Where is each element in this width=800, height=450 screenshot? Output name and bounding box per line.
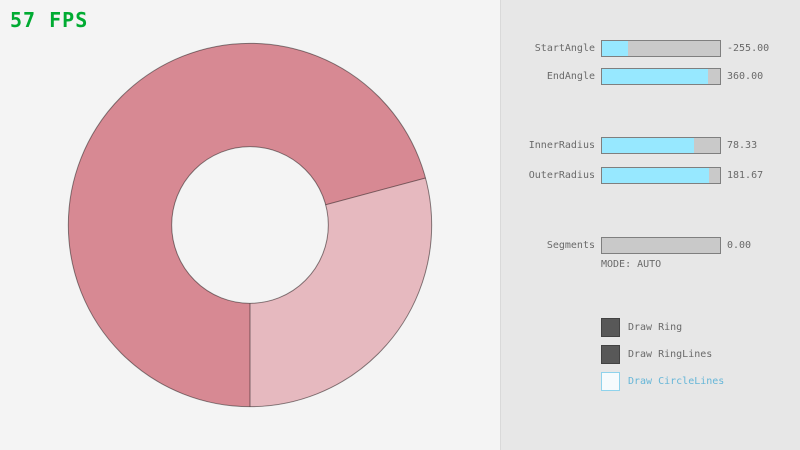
outer-radius-slider-fill	[602, 168, 710, 183]
checkbox-row-draw-ring: Draw Ring	[601, 318, 682, 337]
fps-counter: 57 FPS	[10, 8, 89, 32]
ring-outlines	[67, 42, 433, 408]
slider-row-segments: Segments 0.00	[501, 237, 800, 254]
mode-label: MODE: AUTO	[601, 259, 662, 270]
outer-radius-label: OuterRadius	[528, 170, 595, 181]
slider-row-inner-radius: InnerRadius 78.33	[501, 137, 800, 154]
ring-inner-circle-line	[171, 146, 329, 304]
end-angle-value: 360.00	[727, 71, 764, 82]
segments-label: Segments	[546, 240, 595, 251]
ring-canvas	[67, 42, 433, 408]
segments-slider[interactable]	[601, 237, 721, 254]
draw-ring-checkbox[interactable]	[601, 318, 620, 337]
inner-radius-slider-fill	[602, 138, 695, 153]
draw-ringlines-checkbox-label: Draw RingLines	[628, 349, 713, 360]
outer-radius-slider[interactable]	[601, 167, 721, 184]
segments-value: 0.00	[727, 240, 752, 251]
draw-circlelines-checkbox-label: Draw CircleLines	[628, 376, 725, 387]
draw-circlelines-checkbox[interactable]	[601, 372, 620, 391]
ring-start-angle-line	[325, 177, 426, 206]
start-angle-value: -255.00	[727, 43, 770, 54]
controls-panel: StartAngle -255.00 EndAngle 360.00 Inner…	[500, 0, 800, 450]
inner-radius-value: 78.33	[727, 140, 758, 151]
slider-row-start-angle: StartAngle -255.00	[501, 40, 800, 57]
inner-radius-label: InnerRadius	[528, 140, 595, 151]
end-angle-label: EndAngle	[546, 71, 595, 82]
draw-ringlines-checkbox[interactable]	[601, 345, 620, 364]
inner-radius-slider[interactable]	[601, 137, 721, 154]
slider-row-outer-radius: OuterRadius 181.67	[501, 167, 800, 184]
ring-light-sector	[250, 177, 432, 407]
checkbox-row-draw-ringlines: Draw RingLines	[601, 345, 712, 364]
draw-ring-checkbox-label: Draw Ring	[628, 322, 683, 333]
ring-outer-circle-line	[67, 42, 433, 408]
start-angle-slider[interactable]	[601, 40, 721, 57]
outer-radius-value: 181.67	[727, 170, 764, 181]
slider-row-end-angle: EndAngle 360.00	[501, 68, 800, 85]
start-angle-label: StartAngle	[534, 43, 595, 54]
checkbox-row-draw-circlelines: Draw CircleLines	[601, 372, 724, 391]
end-angle-slider[interactable]	[601, 68, 721, 85]
start-angle-slider-fill	[602, 41, 628, 56]
end-angle-slider-fill	[602, 69, 709, 84]
